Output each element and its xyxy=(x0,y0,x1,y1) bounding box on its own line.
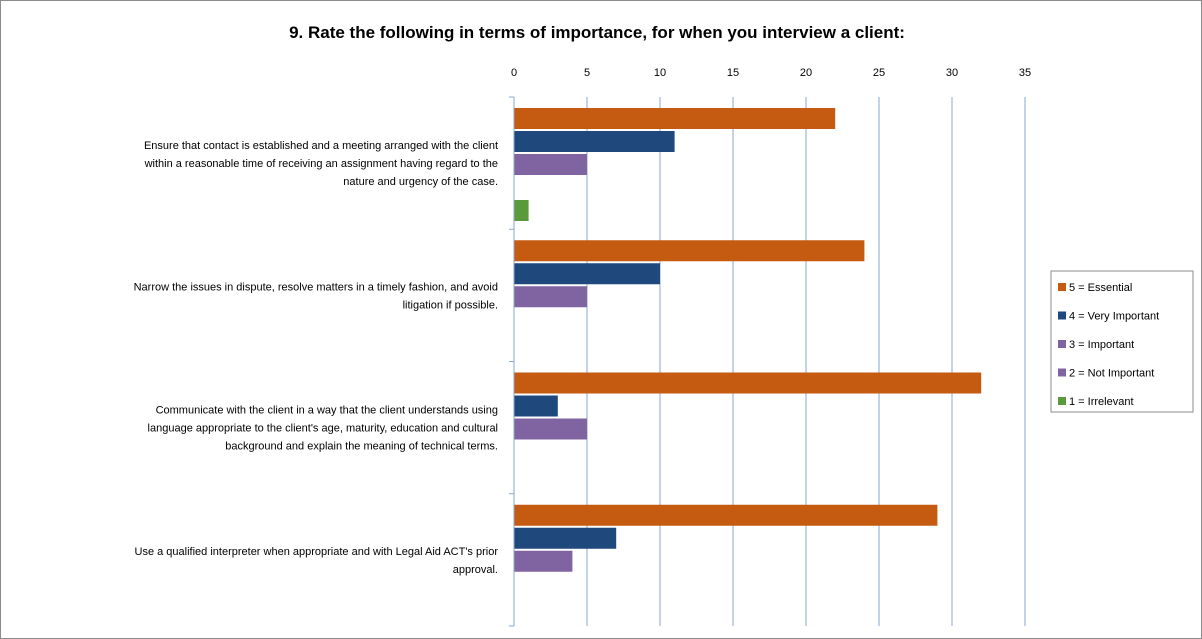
x-tick-label: 5 xyxy=(584,67,590,79)
x-tick-label: 10 xyxy=(654,67,666,79)
x-tick-label: 25 xyxy=(873,67,885,79)
bar xyxy=(514,504,938,526)
legend-label: 3 = Important xyxy=(1069,339,1134,351)
legend-swatch xyxy=(1058,368,1066,377)
bar xyxy=(514,550,573,572)
legend-label: 5 = Essential xyxy=(1069,282,1132,294)
bar xyxy=(514,418,587,440)
bar xyxy=(514,108,836,129)
legend-label: 4 = Very Important xyxy=(1069,311,1159,323)
legend-label: 1 = Irrelevant xyxy=(1069,396,1134,408)
category-label-line: Ensure that contact is established and a… xyxy=(144,140,498,152)
category-label-line: Use a qualified interpreter when appropr… xyxy=(135,546,499,558)
x-tick-label: 15 xyxy=(727,67,739,79)
bar xyxy=(514,395,558,417)
y-axis xyxy=(509,96,515,627)
category-label-line: approval. xyxy=(453,564,498,576)
category-label: Narrow the issues in dispute, resolve ma… xyxy=(134,281,498,311)
x-tick-label: 30 xyxy=(946,67,958,79)
category-labels: Ensure that contact is established and a… xyxy=(134,140,499,576)
x-tick-label: 35 xyxy=(1019,67,1031,79)
bar xyxy=(514,372,982,394)
category-label-line: within a reasonable time of receiving an… xyxy=(144,158,498,170)
legend-swatch xyxy=(1058,340,1066,348)
legend-swatch xyxy=(1058,283,1066,291)
bar xyxy=(514,200,529,221)
category-label-line: Communicate with the client in a way tha… xyxy=(156,405,498,417)
legend: 5 = Essential 4 = Very Important 3 = Impor… xyxy=(1050,270,1194,413)
category-label-line: litigation if possible. xyxy=(403,299,498,311)
bar xyxy=(514,286,587,308)
bars xyxy=(514,108,982,572)
category-label-line: background and explain the meaning of te… xyxy=(225,441,498,453)
category-label-line: nature and urgency of the case. xyxy=(343,176,498,188)
bar xyxy=(514,263,660,285)
bar xyxy=(514,527,617,549)
bar xyxy=(514,240,865,262)
bar xyxy=(514,154,587,175)
chart-title: 9. Rate the following in terms of import… xyxy=(289,23,905,42)
bar xyxy=(514,131,675,152)
legend-swatch xyxy=(1058,397,1066,405)
x-axis-ticks: 0 5 10 15 20 25 30 35 xyxy=(511,67,1031,79)
legend-box xyxy=(1050,270,1194,413)
category-label: Communicate with the client in a way tha… xyxy=(148,405,498,453)
category-label: Ensure that contact is established and a… xyxy=(144,140,498,188)
legend-swatch xyxy=(1058,311,1066,320)
legend-label: 2 = Not Important xyxy=(1069,368,1154,380)
category-label-line: language appropriate to the client's age… xyxy=(148,423,498,435)
x-tick-label: 20 xyxy=(800,67,812,79)
category-label-line: Narrow the issues in dispute, resolve ma… xyxy=(134,281,498,293)
category-label: Use a qualified interpreter when appropr… xyxy=(135,546,499,576)
x-tick-label: 0 xyxy=(511,67,517,79)
gridlines xyxy=(586,97,1026,626)
